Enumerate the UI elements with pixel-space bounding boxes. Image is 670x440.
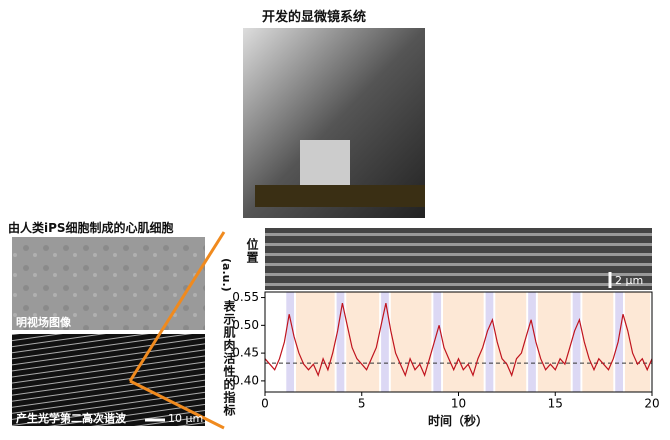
brightfield-label: 明视场图像 [16,316,71,329]
rest-span [537,292,571,392]
data-line [264,302,653,378]
x-tick-label: 10 [451,397,466,411]
rest-span [624,292,651,392]
y-tick-label: 0.45 [232,346,259,360]
peak-span [615,292,623,392]
x-tick-label: 20 [644,397,659,411]
peak-span [286,292,295,392]
scale-bar-label: 10 μm [168,412,204,425]
microscope-base [255,185,425,207]
rest-span [346,292,380,392]
shg-label: 产生光学第二高次谐波 [16,412,126,425]
peak-span [528,292,536,392]
peak-span [485,292,494,392]
kymograph [265,228,652,290]
y-axis-label: 表示肌肉活性的指标 [222,300,236,417]
x-tick-label: 15 [548,397,563,411]
rest-span [390,292,432,392]
shg-image [12,334,205,426]
zoom-line [128,231,226,382]
rest-span [443,292,484,392]
cell-panel-title: 由人类iPS细胞制成的心肌细胞 [8,221,174,235]
peak-span [381,292,389,392]
zoom-line [129,379,225,430]
rest-span [495,292,527,392]
x-tick-label: 0 [261,397,269,411]
peak-span [336,292,345,392]
peak-span [572,292,581,392]
x-tick-label: 5 [358,397,366,411]
kymograph-scale-label: 2 μm [615,274,644,287]
rest-span [582,292,614,392]
y-tick-label: 0.40 [232,373,259,387]
y-tick-label: 0.50 [232,318,259,332]
rest-span [295,292,335,392]
photo-title: 开发的显微镜系统 [262,10,367,25]
y-axis-unit: (a.u.) [220,258,233,292]
y-tick-label: 0.55 [232,290,259,304]
kymograph-position-label: 位置 [245,238,259,264]
peak-span [433,292,442,392]
x-axis-label: 时间（秒） [428,414,489,428]
